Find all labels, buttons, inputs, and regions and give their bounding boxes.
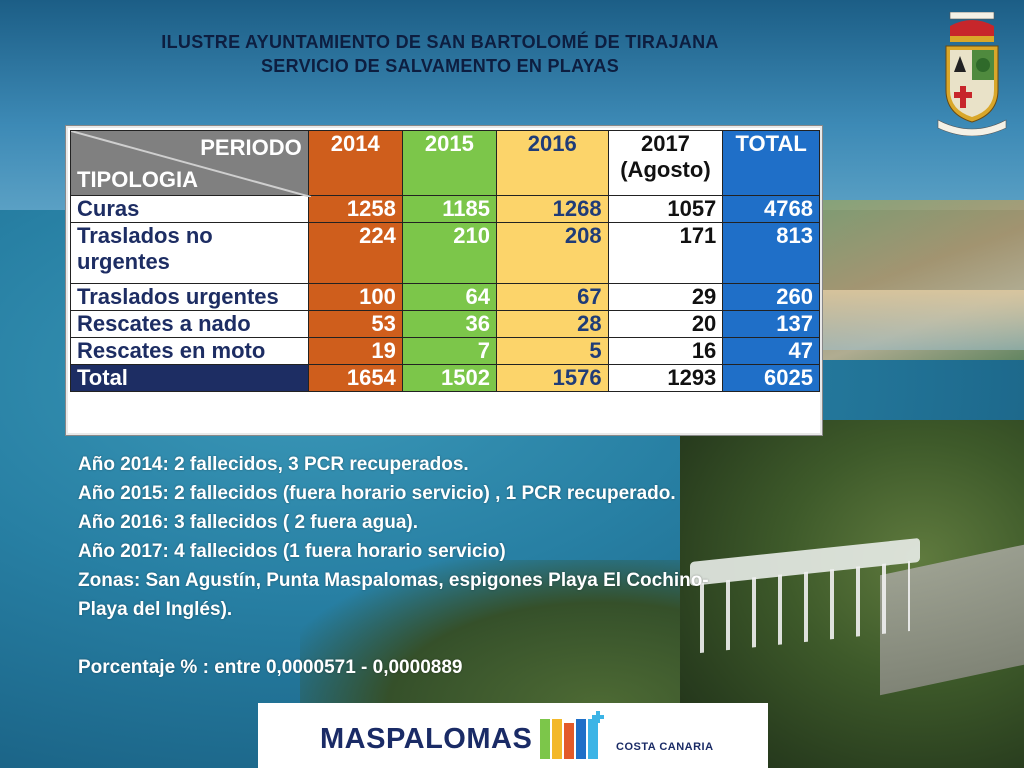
col-header-2014: 2014 (307, 130, 403, 196)
total-cell-value: 1502 (401, 364, 497, 392)
note-spacer (78, 624, 818, 653)
header-subtitle: SERVICIO DE SALVAMENTO EN PLAYAS (260, 56, 619, 76)
col-header-2015: 2015 (401, 130, 497, 196)
cell-value: 1268 (495, 195, 609, 223)
logo-m-mark (540, 711, 604, 759)
table-row: Rescates en moto 19 7 5 16 47 (70, 337, 820, 365)
cell-value: 224 (307, 222, 403, 284)
table-row: Traslados no urgentes 224 210 208 171 81… (70, 222, 820, 284)
table-corner-cell: PERIODO TIPOLOGIA (70, 130, 311, 197)
header-title: ILUSTRE AYUNTAMIENTO DE SAN BARTOLOMÉ DE… (161, 32, 719, 52)
row-label: Traslados no urgentes (70, 222, 309, 284)
cell-value: 171 (607, 222, 724, 284)
slide-header: ILUSTRE AYUNTAMIENTO DE SAN BARTOLOMÉ DE… (0, 30, 880, 78)
maspalomas-logo: MASPALOMAS COSTA CANARIA (258, 703, 768, 768)
background-beach (815, 290, 1024, 350)
note-line: Año 2017: 4 fallecidos (1 fuera horario … (78, 541, 506, 562)
municipal-crest-logo (936, 11, 1008, 137)
cell-value: 53 (307, 310, 403, 338)
cell-value: 4768 (722, 195, 820, 223)
table-row: Rescates a nado 53 36 28 20 137 (70, 310, 820, 338)
rescue-statistics-table: PERIODO TIPOLOGIA 2014 2015 2016 2017 (A… (66, 126, 822, 435)
row-label: Traslados urgentes (70, 283, 309, 311)
table-total-row: Total 1654 1502 1576 1293 6025 (70, 364, 820, 392)
cell-value: 5 (495, 337, 609, 365)
cell-value: 208 (495, 222, 609, 284)
row-label: Rescates en moto (70, 337, 309, 365)
cell-value: 20 (607, 310, 724, 338)
table-row: Traslados urgentes 100 64 67 29 260 (70, 283, 820, 311)
corner-tipologia-label: TIPOLOGIA (77, 167, 198, 192)
col-header-2017: 2017 (Agosto) (607, 130, 724, 196)
note-line: Zonas: San Agustín, Punta Maspalomas, es… (78, 570, 709, 591)
cell-value: 28 (495, 310, 609, 338)
diagonal-divider (71, 131, 311, 197)
cell-value: 36 (401, 310, 497, 338)
cell-value: 260 (722, 283, 820, 311)
cell-value: 29 (607, 283, 724, 311)
cell-value: 67 (495, 283, 609, 311)
cell-value: 16 (607, 337, 724, 365)
cell-value: 19 (307, 337, 403, 365)
row-label: Curas (70, 195, 309, 223)
note-line: Año 2014: 2 fallecidos, 3 PCR recuperado… (78, 454, 469, 475)
note-line: Playa del Inglés). (78, 599, 233, 620)
note-line: Porcentaje % : entre 0,0000571 - 0,00008… (78, 657, 463, 678)
cell-value: 1258 (307, 195, 403, 223)
cell-value: 210 (401, 222, 497, 284)
logo-wordmark: MASPALOMAS (320, 723, 533, 755)
table-header-row: PERIODO TIPOLOGIA 2014 2015 2016 2017 (A… (70, 130, 820, 197)
cell-value: 137 (722, 310, 820, 338)
cell-value: 47 (722, 337, 820, 365)
cell-value: 64 (401, 283, 497, 311)
col-header-2016: 2016 (495, 130, 609, 196)
cell-value: 813 (722, 222, 820, 284)
col-header-total: TOTAL (722, 130, 820, 196)
cell-value: 1185 (401, 195, 497, 223)
col-header-2017-year: 2017 (640, 131, 690, 156)
total-cell-value: 1576 (495, 364, 609, 392)
table-row: Curas 1258 1185 1268 1057 4768 (70, 195, 820, 223)
notes-block: Año 2014: 2 fallecidos, 3 PCR recuperado… (78, 450, 818, 682)
cell-value: 1057 (607, 195, 724, 223)
cell-value: 100 (307, 283, 403, 311)
total-row-label: Total (70, 364, 309, 392)
total-cell-value: 1654 (307, 364, 403, 392)
col-header-2017-note: (Agosto) (620, 157, 711, 182)
logo-subtitle: COSTA CANARIA (616, 741, 714, 753)
row-label: Rescates a nado (70, 310, 309, 338)
cell-value: 7 (401, 337, 497, 365)
note-line: Año 2016: 3 fallecidos ( 2 fuera agua). (78, 512, 418, 533)
note-line: Año 2015: 2 fallecidos (fuera horario se… (78, 483, 676, 504)
total-cell-value: 6025 (722, 364, 820, 392)
total-cell-value: 1293 (607, 364, 724, 392)
corner-periodo-label: PERIODO (200, 135, 302, 160)
